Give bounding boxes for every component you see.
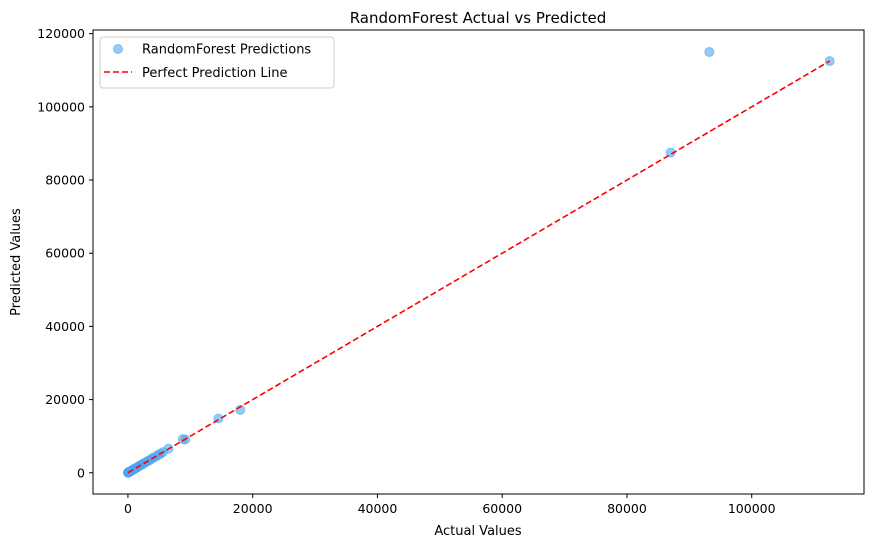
y-tick-label: 100000: [37, 99, 85, 114]
y-tick-label: 0: [77, 465, 85, 480]
legend-label-scatter: RandomForest Predictions: [142, 43, 311, 58]
y-axis-label: Predicted Values: [9, 208, 24, 316]
y-tick-label: 60000: [45, 246, 85, 261]
scatter-point: [704, 46, 715, 57]
x-tick-label: 20000: [233, 501, 273, 516]
x-tick-label: 80000: [607, 501, 647, 516]
legend-box: [99, 36, 335, 89]
y-tick-label: 20000: [45, 392, 85, 407]
perfect-prediction-line: [127, 60, 831, 474]
legend: RandomForest Predictions Perfect Predict…: [99, 36, 335, 89]
reference-line: [127, 60, 831, 474]
legend-label-line: Perfect Prediction Line: [142, 66, 287, 81]
x-tick-label: 40000: [358, 501, 398, 516]
plot-area: [93, 30, 864, 494]
y-axis-ticks: 0 20000 40000 60000 80000 100000 120000: [37, 26, 93, 480]
x-tick-label: 60000: [482, 501, 522, 516]
chart-title: RandomForest Actual vs Predicted: [350, 9, 607, 27]
legend-marker-scatter: [113, 44, 123, 54]
x-tick-label: 100000: [728, 501, 776, 516]
y-tick-label: 80000: [45, 173, 85, 188]
y-tick-label: 40000: [45, 319, 85, 334]
plot-frame: [92, 29, 865, 495]
y-tick-label: 120000: [37, 26, 85, 41]
x-axis-label: Actual Values: [434, 524, 522, 539]
x-axis-ticks: 0 20000 40000 60000 80000 100000: [124, 494, 776, 516]
plot-content: [122, 46, 835, 478]
x-tick-label: 0: [124, 501, 132, 516]
